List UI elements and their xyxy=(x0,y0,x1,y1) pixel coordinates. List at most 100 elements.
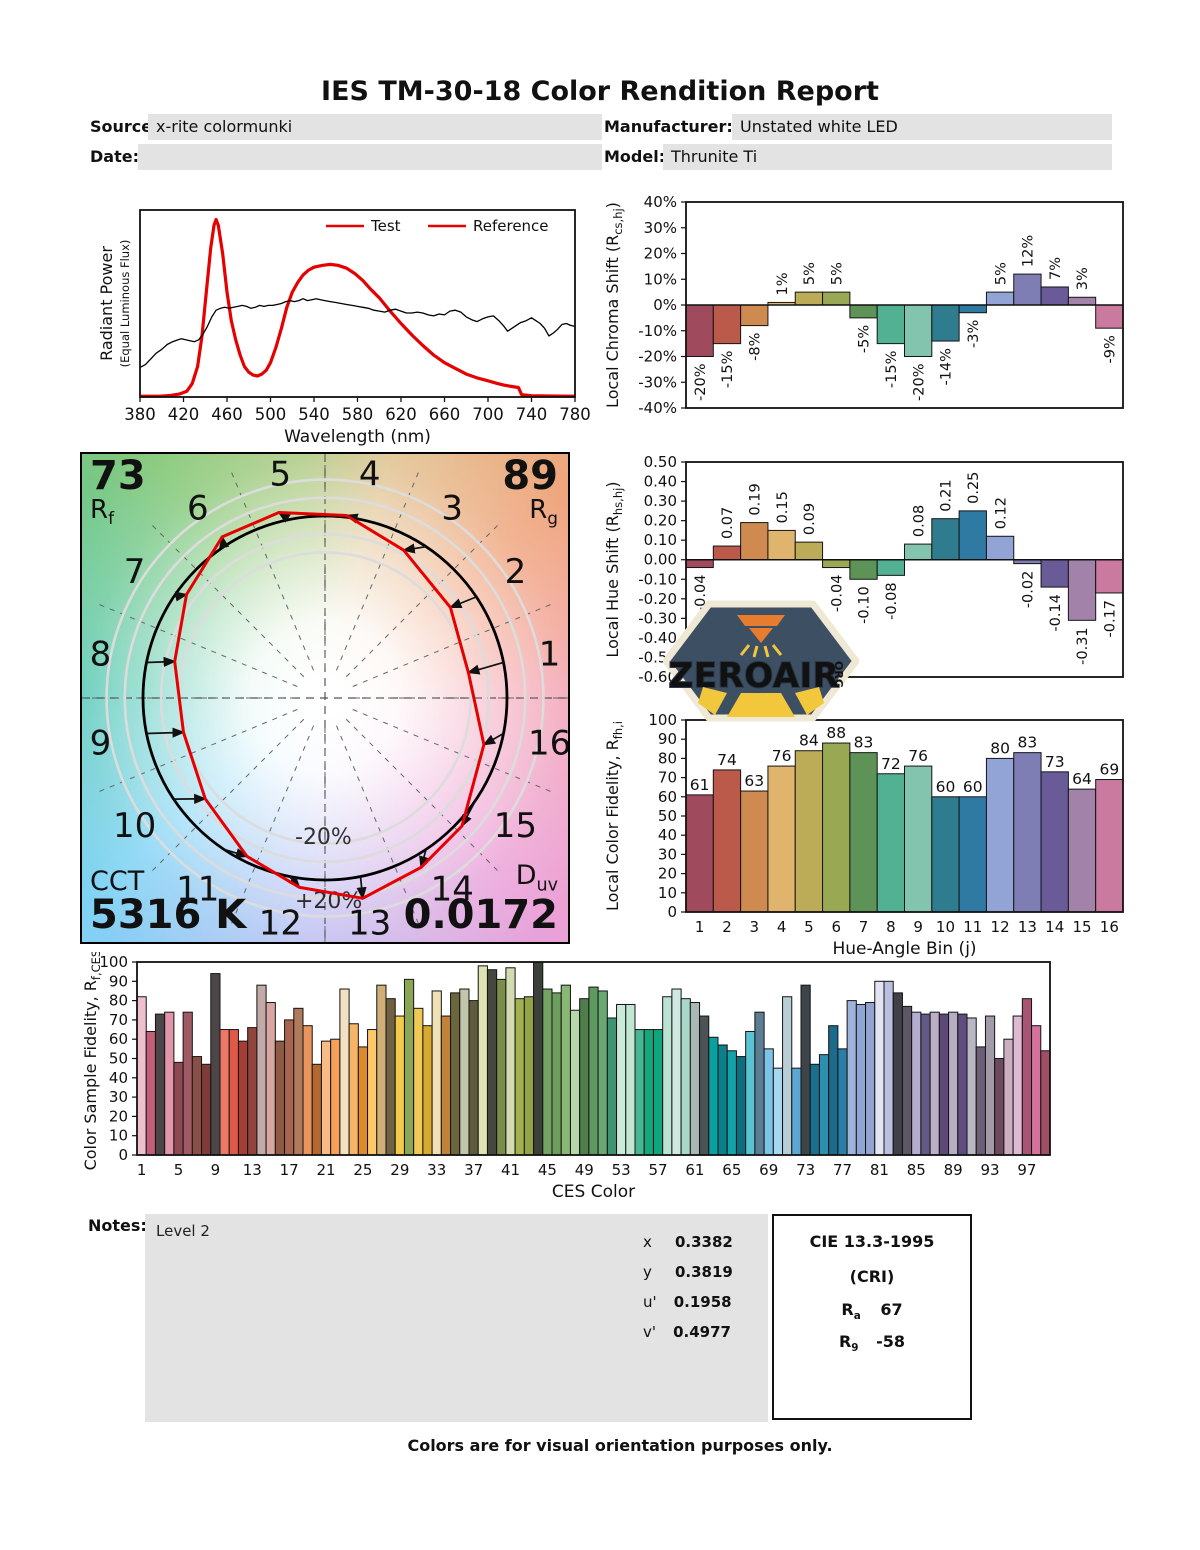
svg-text:72: 72 xyxy=(881,755,901,773)
bar xyxy=(904,543,933,561)
bar xyxy=(542,988,553,1156)
bar xyxy=(809,1063,820,1156)
svg-text:-9%: -9% xyxy=(1103,335,1119,363)
duv-label: Duv xyxy=(515,859,558,896)
bar xyxy=(846,1000,857,1156)
bar xyxy=(514,998,525,1156)
svg-text:0: 0 xyxy=(667,903,677,921)
svg-text:5%: 5% xyxy=(829,262,845,285)
svg-text:21: 21 xyxy=(317,1161,336,1179)
bar xyxy=(708,1036,719,1156)
bar xyxy=(901,1005,913,1156)
svg-text:60: 60 xyxy=(658,788,677,806)
svg-text:4: 4 xyxy=(359,454,381,494)
svg-text:Hue-Angle Bin (j): Hue-Angle Bin (j) xyxy=(832,939,976,958)
bar xyxy=(876,559,905,576)
bar xyxy=(876,304,905,345)
svg-text:5%: 5% xyxy=(802,262,818,285)
svg-text:5: 5 xyxy=(270,454,292,494)
cri-box: CIE 13.3-1995 (CRI) Ra 67 R9 -58 xyxy=(772,1214,972,1420)
chromaticity-v-value: 0.4977 xyxy=(673,1323,731,1341)
bar xyxy=(219,1029,230,1156)
bar xyxy=(339,988,350,1156)
bar xyxy=(685,559,714,569)
svg-text:580: 580 xyxy=(342,405,374,424)
bar xyxy=(1031,1025,1042,1156)
bar xyxy=(385,998,396,1156)
svg-text:0.10: 0.10 xyxy=(644,531,677,549)
bar xyxy=(966,1017,977,1156)
svg-text:-0.40: -0.40 xyxy=(638,629,677,647)
svg-text:420: 420 xyxy=(168,405,200,424)
duv-readout: Duv 0.0172 xyxy=(404,862,558,936)
svg-text:63: 63 xyxy=(744,772,764,790)
svg-text:12: 12 xyxy=(259,904,302,942)
bar xyxy=(800,984,811,1156)
svg-text:10: 10 xyxy=(658,884,677,902)
svg-text:83: 83 xyxy=(1018,734,1038,752)
svg-text:14: 14 xyxy=(431,869,474,909)
bar xyxy=(320,1040,332,1156)
bar xyxy=(754,1011,765,1156)
svg-text:Reference: Reference xyxy=(473,217,549,235)
bar xyxy=(164,1011,175,1156)
svg-text:1: 1 xyxy=(695,918,705,936)
bar xyxy=(1040,1050,1051,1156)
bar xyxy=(533,961,544,1156)
svg-text:76: 76 xyxy=(772,747,792,765)
bar xyxy=(740,304,769,327)
cri-title: CIE 13.3-1995 xyxy=(809,1232,935,1251)
svg-text:60: 60 xyxy=(963,778,983,796)
chromaticity-v-label: v' xyxy=(643,1323,657,1341)
svg-text:80: 80 xyxy=(658,749,677,767)
bar xyxy=(136,996,147,1156)
bar xyxy=(477,965,488,1156)
svg-text:70: 70 xyxy=(658,769,677,787)
svg-text:14: 14 xyxy=(1045,918,1064,936)
bar xyxy=(740,790,769,913)
svg-text:-10%: -10% xyxy=(638,322,677,340)
bar xyxy=(440,1015,452,1156)
bar xyxy=(569,1009,581,1156)
bar xyxy=(794,541,824,561)
svg-text:-0.02: -0.02 xyxy=(1021,571,1037,609)
bar xyxy=(782,996,793,1156)
bar xyxy=(938,1013,950,1156)
svg-text:69: 69 xyxy=(759,1161,778,1179)
bar xyxy=(274,1040,286,1156)
source-label: Source: xyxy=(90,117,159,136)
svg-text:0.19: 0.19 xyxy=(747,483,763,515)
chromaticity-block: x 0.3382 y 0.3819 u' 0.1958 v' 0.4977 xyxy=(643,1232,753,1341)
bar xyxy=(689,1002,701,1156)
bar xyxy=(173,1061,184,1156)
cct-label: CCT xyxy=(90,865,145,897)
bar xyxy=(712,304,742,345)
svg-text:30%: 30% xyxy=(644,219,677,237)
svg-text:500: 500 xyxy=(255,405,287,424)
bar xyxy=(849,752,878,913)
bar xyxy=(588,986,599,1156)
bar xyxy=(1067,559,1097,621)
svg-text:-0.10: -0.10 xyxy=(638,570,677,588)
svg-text:700: 700 xyxy=(472,405,504,424)
cri-subtitle: (CRI) xyxy=(849,1267,895,1286)
bar xyxy=(606,1017,618,1156)
svg-text:-0.04: -0.04 xyxy=(693,575,709,613)
cri-r9-value: -58 xyxy=(876,1332,906,1352)
chromaticity-row: y 0.3819 xyxy=(643,1262,753,1281)
bar xyxy=(1040,771,1069,913)
bar xyxy=(985,757,1015,913)
svg-text:8: 8 xyxy=(886,918,896,936)
bar xyxy=(1095,779,1124,913)
svg-text:0.40: 0.40 xyxy=(644,473,677,491)
svg-text:-0.20: -0.20 xyxy=(638,590,677,608)
svg-text:-0.60: -0.60 xyxy=(638,668,677,686)
svg-text:0%: 0% xyxy=(653,296,677,314)
logo-beams xyxy=(698,687,824,717)
bar xyxy=(849,304,878,319)
svg-text:-0.08: -0.08 xyxy=(884,582,900,620)
bar xyxy=(726,1050,737,1156)
bar xyxy=(712,769,742,913)
